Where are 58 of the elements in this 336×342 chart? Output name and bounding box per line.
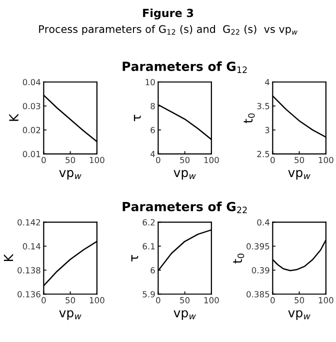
y-tick-label: 0.14: [22, 243, 40, 250]
x-tick-label: 100: [90, 297, 104, 304]
x-tick-label: 0: [42, 156, 46, 164]
y-tick-label: 6: [150, 267, 155, 274]
x-axis-title: vp$_{w}$: [174, 170, 196, 180]
x-axis-title: vp$_{w}$: [288, 170, 310, 180]
y-tick-label: 3: [265, 126, 270, 134]
y-tick-label: 10: [146, 78, 155, 86]
y-tick-label: 0.02: [22, 126, 40, 134]
y-tick-label: 0.4: [257, 219, 270, 226]
x-tick-label: 100: [204, 156, 219, 164]
x-tick-label: 50: [66, 297, 76, 304]
x-tick-label: 50: [180, 297, 190, 304]
x-tick-label: 50: [180, 156, 190, 164]
y-tick-label: 0.01: [22, 150, 40, 158]
x-tick-label: 100: [318, 297, 334, 304]
y-axis-title: K: [4, 254, 14, 262]
y-axis-title: t$_{0}$: [233, 254, 244, 264]
x-tick-label: 100: [90, 156, 104, 164]
caption: Figure 3: [143, 8, 194, 20]
x-tick-label: 0: [156, 156, 160, 164]
x-tick-label: 50: [294, 297, 304, 304]
x-tick-label: 50: [66, 156, 76, 164]
y-tick-label: 8: [150, 102, 155, 110]
y-axis-title: τ: [134, 114, 141, 122]
x-tick-label: 100: [204, 297, 219, 304]
x-tick-label: 100: [318, 156, 334, 164]
chart-title: Parameters of G$_{22}$: [122, 202, 247, 214]
y-tick-label: 6.1: [142, 243, 155, 250]
y-tick-label: 0.136: [18, 291, 40, 298]
x-tick-label: 0: [270, 156, 275, 164]
x-axis-title: vp$_{w}$: [59, 170, 82, 180]
y-tick-label: 2.5: [257, 150, 270, 158]
y-tick-label: 0.385: [246, 291, 270, 298]
text: Process parameters of G$_{12}$ (s) and G$_{22}$ (s) vs vp$_{w}$: [39, 24, 298, 36]
y-tick-label: 6.2: [142, 219, 155, 226]
x-axis-title: vp$_{w}$: [59, 310, 82, 320]
y-tick-label: 4: [150, 150, 155, 158]
y-tick-label: 0.142: [18, 219, 40, 226]
y-axis-title: t$_{0}$: [244, 113, 255, 124]
x-tick-label: 0: [42, 297, 46, 304]
y-tick-label: 5.9: [142, 291, 155, 298]
y-tick-label: 0.395: [246, 243, 270, 250]
y-axis-title: K: [9, 114, 18, 121]
x-tick-label: 50: [294, 156, 304, 164]
y-tick-label: 0.39: [252, 267, 270, 274]
y-tick-label: 4: [264, 79, 270, 86]
x-axis-title: vp$_{w}$: [288, 310, 310, 320]
x-axis-title: vp$_{w}$: [174, 310, 196, 320]
chart-title: Parameters of G$_{12}$: [122, 61, 247, 73]
y-tick-label: 6: [150, 126, 155, 134]
y-tick-label: 0.03: [22, 102, 40, 110]
x-tick-label: 0: [270, 297, 275, 304]
y-tick-label: 0.04: [22, 78, 40, 86]
x-tick-label: 0: [156, 297, 160, 304]
y-axis-title: τ: [131, 255, 138, 262]
y-tick-label: 0.138: [18, 267, 40, 274]
y-tick-label: 3.5: [257, 102, 270, 110]
